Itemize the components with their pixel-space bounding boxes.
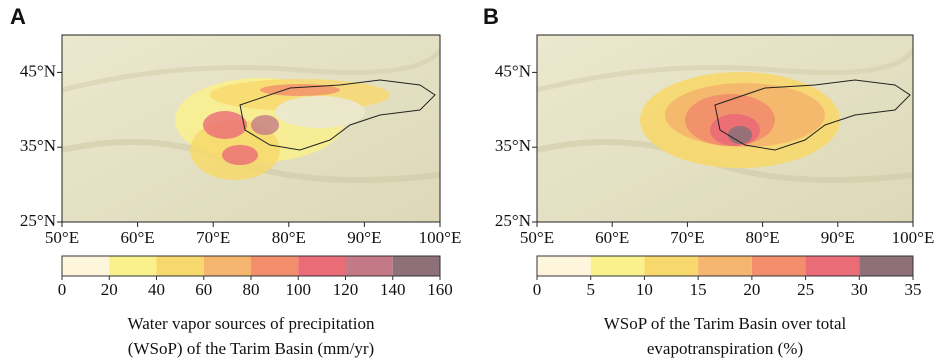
x-tick-label: 50°E [45,228,79,247]
y-tick-label: 45°N [495,61,531,80]
colorbar-bin [537,256,591,276]
panel-label: B [483,4,499,29]
figure: A 50°E 60°E 70°E 80°E 90°E 100°E 25°N 35°N 45°N 0 2… [0,0,941,363]
colorbar-bin [859,256,913,276]
colorbar-bin [62,256,109,276]
colorbar-tick-label: 100 [286,280,312,299]
colorbar-tick-label: 0 [58,280,67,299]
colorbar-tick-label: 10 [636,280,653,299]
colorbar-bin [109,256,156,276]
colorbar-bin [298,256,345,276]
colorbar-bin [251,256,298,276]
y-tick-label: 35°N [495,136,531,155]
x-tick-label: 50°E [520,228,554,247]
x-tick-label: 90°E [347,228,381,247]
colorbar-bin [698,256,752,276]
colorbar-tick-label: 80 [243,280,260,299]
colorbar-bin [204,256,251,276]
x-tick-label: 60°E [595,228,629,247]
x-tick-label: 80°E [746,228,780,247]
colorbar-tick-label: 5 [586,280,595,299]
colorbar-tick-label: 35 [905,280,922,299]
y-tick-label: 45°N [20,61,56,80]
colorbar-tick-label: 60 [195,280,212,299]
x-tick-label: 70°E [196,228,230,247]
panel-label: A [10,4,26,29]
colorbar-bin [157,256,204,276]
y-tick-label: 25°N [495,211,531,230]
colorbar-tick-label: 120 [333,280,359,299]
colorbar-bin [393,256,440,276]
colorbar-bin [591,256,645,276]
colorbar-tick-label: 40 [148,280,165,299]
colorbar-bin [346,256,393,276]
colorbar-tick-label: 15 [690,280,707,299]
y-tick-label: 35°N [20,136,56,155]
map-a [62,35,440,222]
colorbar-tick-label: 0 [533,280,542,299]
colorbar-bin [644,256,698,276]
colorbar-tick-label: 30 [851,280,868,299]
colorbar-tick-label: 20 [743,280,760,299]
x-tick-label: 60°E [121,228,155,247]
colorbar-bin [806,256,860,276]
caption: WSoP of the Tarim Basin over total [604,314,847,333]
x-tick-label: 70°E [670,228,704,247]
x-tick-label: 80°E [272,228,306,247]
x-tick-label: 90°E [821,228,855,247]
map-b [537,35,913,222]
colorbar-bin [752,256,806,276]
colorbar-tick-label: 25 [797,280,814,299]
y-tick-label: 25°N [20,211,56,230]
x-tick-label: 100°E [419,228,462,247]
caption: evapotranspiration (%) [647,339,803,358]
caption: Water vapor sources of precipitation [128,314,375,333]
colorbar-tick-label: 140 [380,280,406,299]
colorbar-tick-label: 160 [427,280,453,299]
colorbar-tick-label: 20 [101,280,118,299]
caption: (WSoP) of the Tarim Basin (mm/yr) [128,339,374,358]
x-tick-label: 100°E [892,228,935,247]
